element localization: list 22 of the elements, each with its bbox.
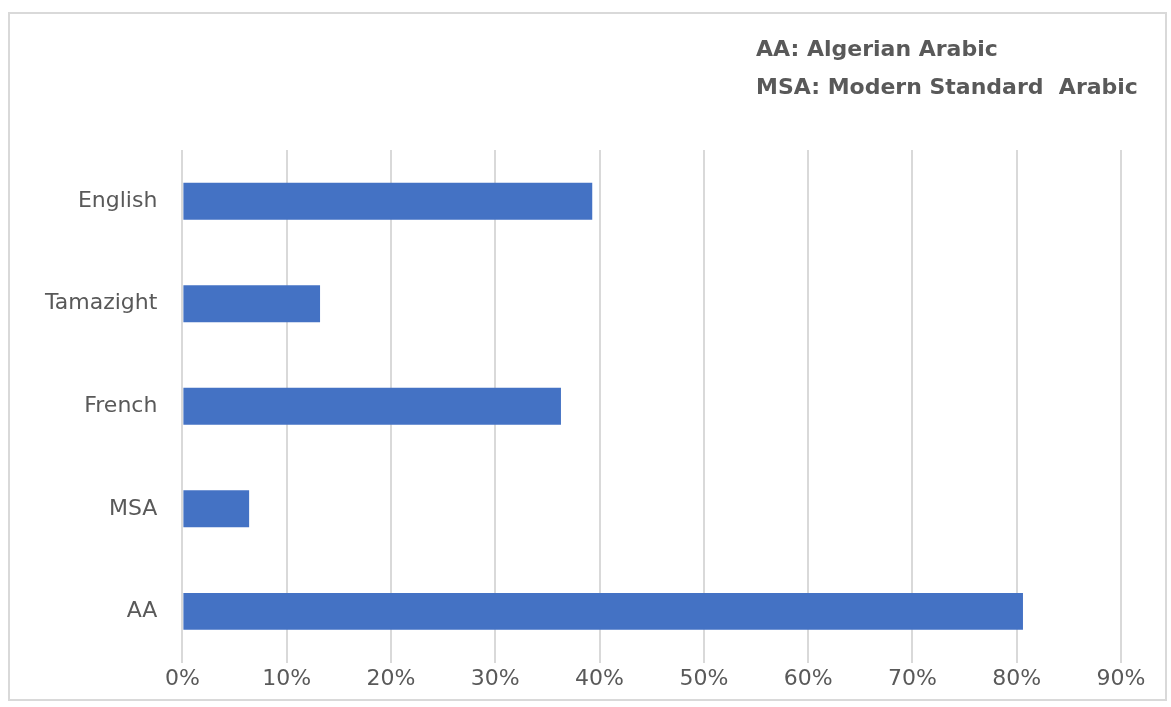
- bar: [183, 182, 593, 220]
- x-tick-label: 40%: [575, 664, 624, 690]
- y-tick-label: AA: [126, 597, 158, 623]
- text: AA: Algerian Arabic: [756, 35, 999, 63]
- x-tick-label: 50%: [679, 664, 729, 690]
- x-tick-label: 60%: [783, 664, 833, 690]
- x-tick-label: 30%: [470, 664, 520, 690]
- bar: [183, 490, 250, 528]
- x-tick-label: 10%: [262, 664, 312, 690]
- y-tick-label: French: [84, 392, 158, 418]
- y-tick-label: English: [77, 186, 158, 212]
- y-tick-label: MSA: [108, 494, 158, 520]
- bar: [183, 285, 321, 323]
- bar: [183, 387, 561, 425]
- y-tick-label: Tamazight: [43, 289, 158, 315]
- x-tick-label: 20%: [366, 664, 416, 690]
- x-tick-label: 0%: [164, 664, 200, 690]
- text: MSA: Modern Standard Arabic: [756, 73, 1138, 101]
- x-tick-label: 70%: [887, 664, 937, 690]
- x-tick-label: 80%: [992, 664, 1042, 690]
- bar: [183, 592, 1023, 630]
- x-tick-label: 90%: [1096, 664, 1146, 690]
